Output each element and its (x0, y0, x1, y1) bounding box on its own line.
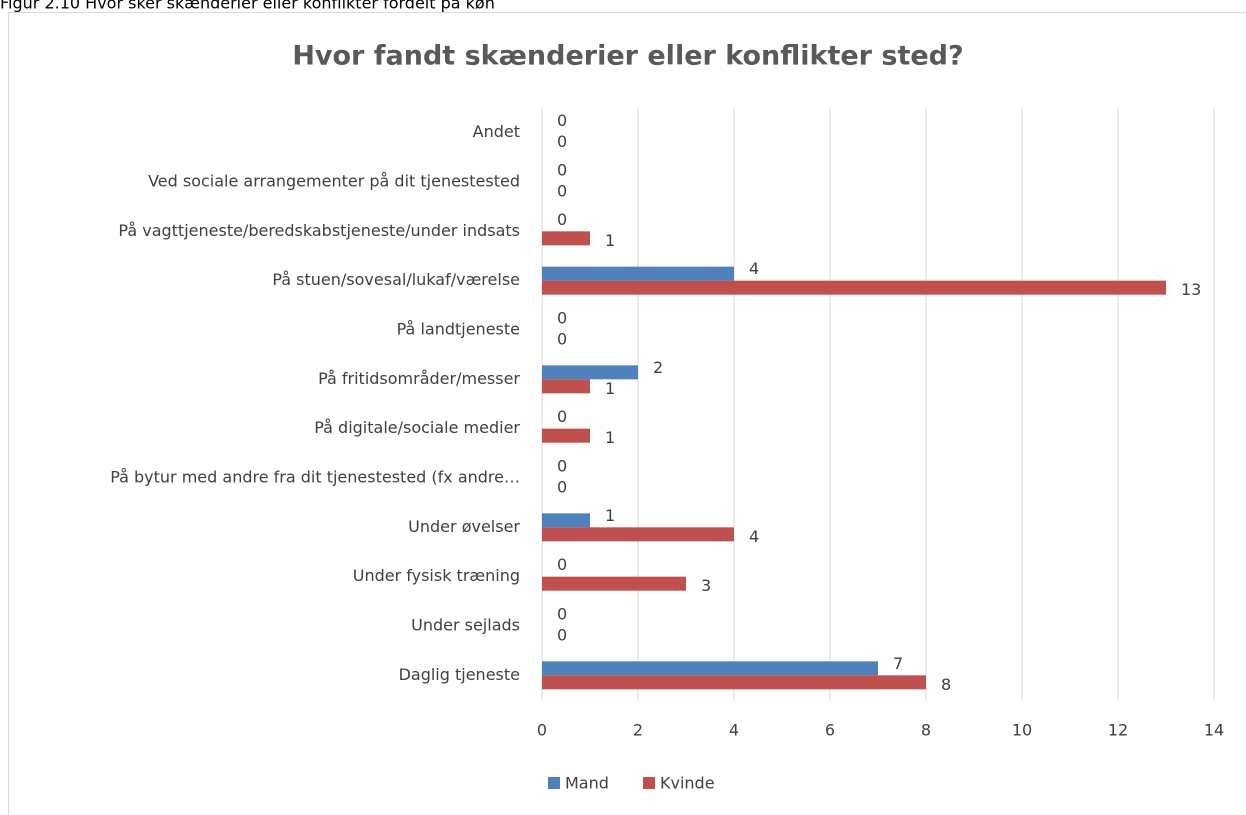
y-tick-label: På vagttjeneste/beredskabstjeneste/under… (118, 221, 520, 240)
x-tick-label: 6 (825, 721, 835, 740)
data-label: 0 (557, 161, 567, 180)
x-tick-label: 12 (1108, 721, 1128, 740)
y-tick-label: Andet (473, 122, 520, 141)
legend-label: Kvinde (660, 774, 715, 793)
data-label: 8 (941, 675, 951, 694)
x-tick-label: 8 (921, 721, 931, 740)
data-label: 0 (557, 457, 567, 476)
data-label: 1 (605, 379, 615, 398)
legend-label: Mand (565, 774, 609, 793)
x-tick-label: 14 (1204, 721, 1224, 740)
bar (542, 576, 686, 591)
data-label: 4 (749, 527, 759, 546)
x-tick-label: 4 (729, 721, 739, 740)
data-label: 1 (605, 231, 615, 250)
data-label: 0 (557, 210, 567, 229)
data-label: 0 (557, 605, 567, 624)
caption: Figur 2.10 Hvor sker skænderier eller ko… (0, 0, 495, 13)
data-label: 1 (605, 506, 615, 525)
bar (542, 675, 926, 690)
data-label: 3 (701, 576, 711, 595)
y-tick-label: Under fysisk træning (353, 566, 520, 585)
bar (542, 365, 638, 380)
data-label: 2 (653, 358, 663, 377)
y-tick-label: På stuen/sovesal/lukaf/værelse (272, 270, 520, 289)
y-tick-label: På digitale/sociale medier (314, 418, 520, 437)
chart-frame (8, 12, 1246, 815)
y-tick-label: Under øvelser (408, 517, 520, 536)
legend-swatch (643, 777, 655, 789)
y-tick-label: På fritidsområder/messer (318, 369, 520, 388)
data-label: 0 (557, 330, 567, 349)
data-label: 1 (605, 428, 615, 447)
bar (542, 661, 878, 676)
data-label: 4 (749, 259, 759, 278)
bar (542, 428, 590, 443)
data-label: 0 (557, 132, 567, 151)
y-tick-label: Ved sociale arrangementer på dit tjenest… (148, 172, 520, 191)
bar (542, 280, 1166, 295)
data-label: 0 (557, 309, 567, 328)
bar (542, 379, 590, 394)
data-label: 0 (557, 111, 567, 130)
y-tick-label: På bytur med andre fra dit tjenestested … (110, 468, 520, 487)
data-label: 0 (557, 478, 567, 497)
data-label: 0 (557, 407, 567, 426)
chart-title: Hvor fandt skænderier eller konflikter s… (292, 41, 963, 72)
data-label: 0 (557, 626, 567, 645)
data-label: 7 (893, 654, 903, 673)
bar (542, 266, 734, 281)
data-label: 0 (557, 182, 567, 201)
bar (542, 513, 590, 528)
y-tick-label: På landtjeneste (397, 320, 520, 339)
x-tick-label: 0 (537, 721, 547, 740)
data-label: 0 (557, 555, 567, 574)
y-tick-label: Under sejlads (411, 616, 520, 635)
bar (542, 231, 590, 246)
x-tick-label: 2 (633, 721, 643, 740)
x-tick-label: 10 (1012, 721, 1032, 740)
bar (542, 527, 734, 542)
data-label: 13 (1181, 280, 1201, 299)
legend-swatch (548, 777, 560, 789)
y-tick-label: Daglig tjeneste (399, 665, 520, 684)
